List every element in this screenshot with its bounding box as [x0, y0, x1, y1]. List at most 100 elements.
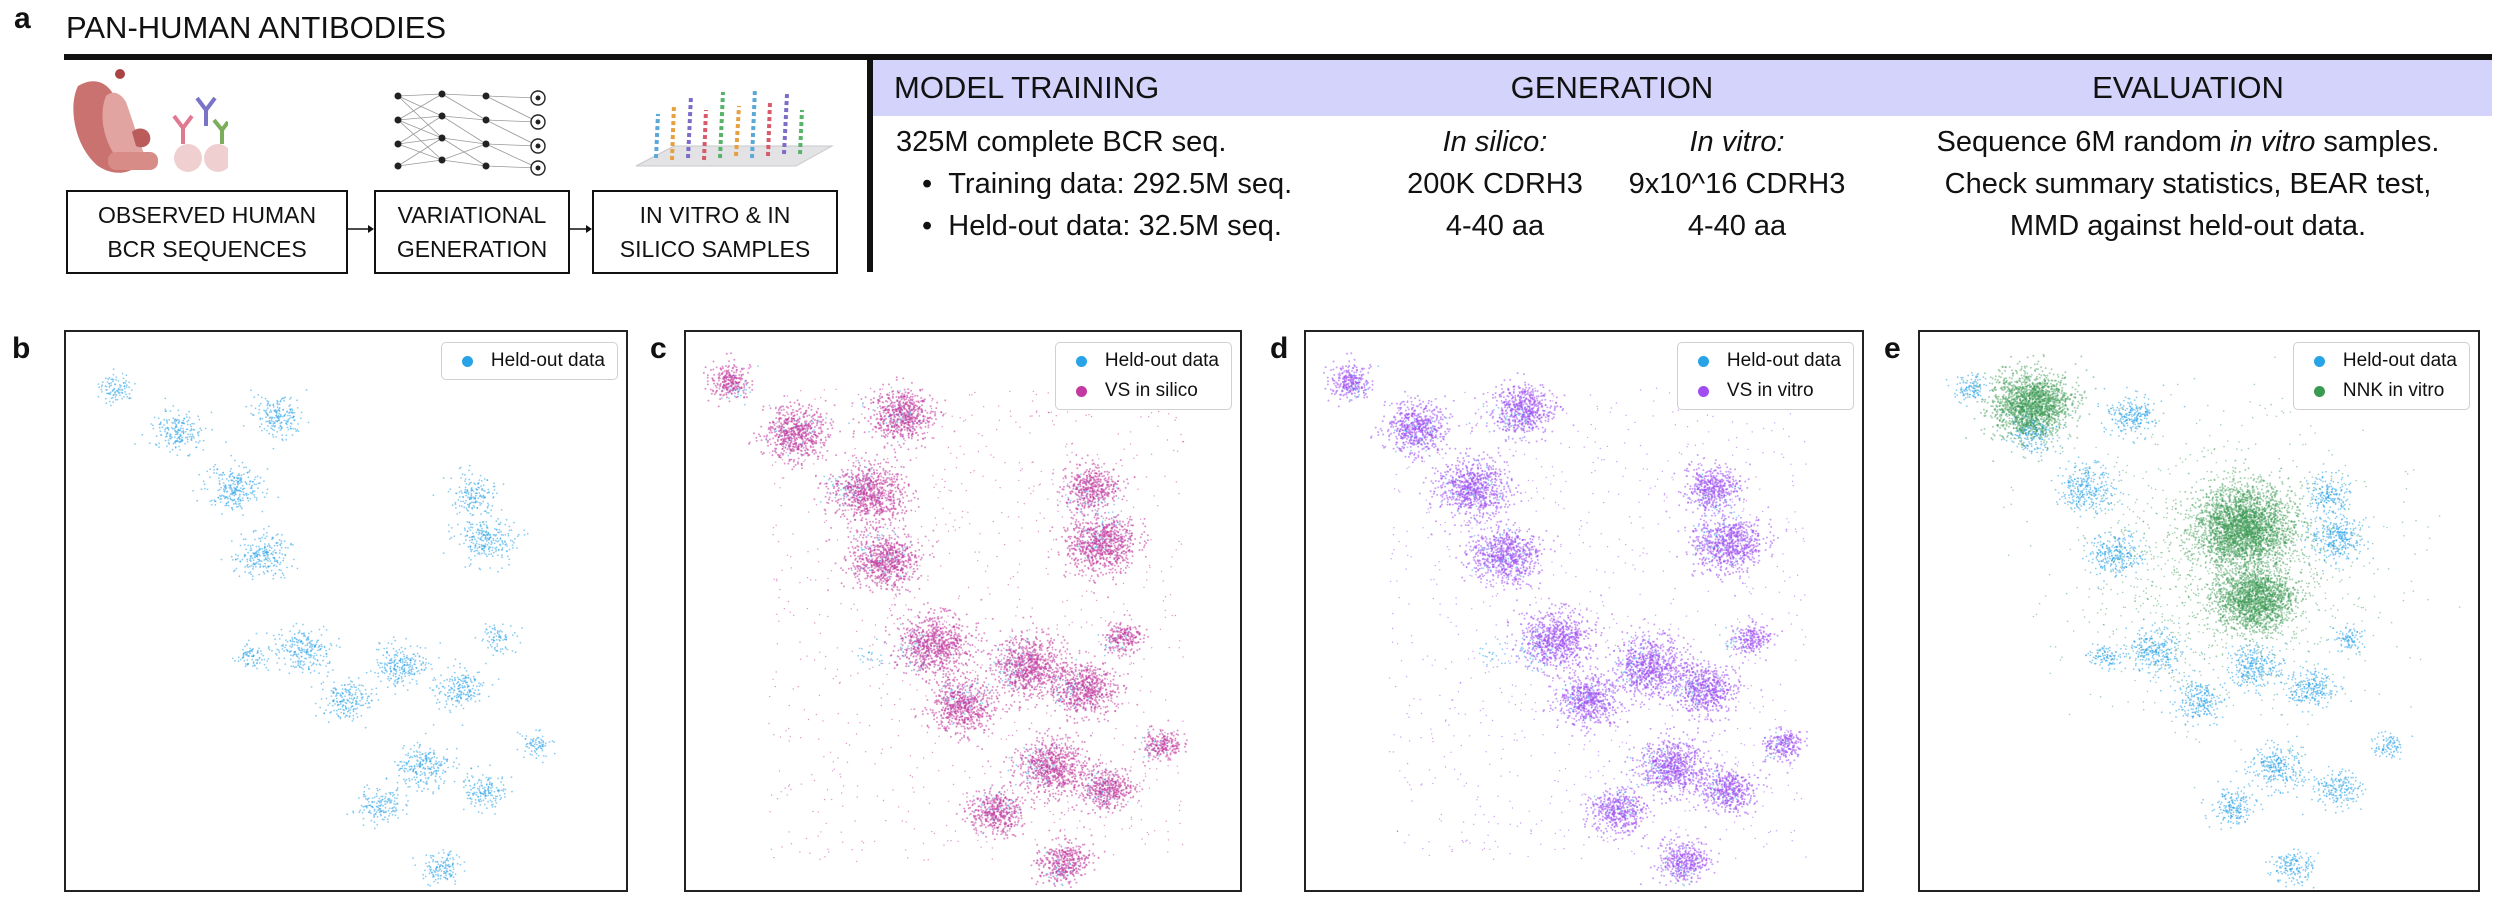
data-point	[446, 678, 448, 681]
data-point	[425, 754, 427, 756]
data-point	[353, 686, 356, 688]
data-point	[478, 682, 480, 684]
data-point	[418, 756, 421, 759]
data-point	[115, 376, 118, 378]
data-point	[470, 492, 473, 495]
data-point	[375, 648, 378, 651]
data-point	[820, 423, 823, 426]
data-point	[248, 483, 251, 486]
data-point	[417, 784, 420, 786]
data-point	[280, 644, 283, 647]
data-point	[469, 678, 472, 681]
data-point	[148, 442, 151, 445]
data-point	[432, 858, 435, 861]
data-point	[119, 386, 121, 388]
data-point	[278, 408, 280, 411]
data-point	[243, 473, 245, 476]
data-point	[521, 627, 523, 629]
evaluation-line-1: Sequence 6M random in vitro samples.	[1880, 126, 2496, 159]
data-point	[485, 662, 487, 665]
data-point	[786, 430, 789, 433]
data-point	[501, 789, 503, 792]
data-point	[857, 459, 859, 462]
data-point	[313, 652, 316, 655]
data-point	[468, 521, 471, 524]
data-point	[275, 413, 278, 415]
data-point	[868, 668, 871, 670]
data-point	[282, 645, 284, 648]
data-point	[493, 482, 495, 485]
data-point	[353, 683, 355, 686]
data-point	[274, 551, 277, 554]
data-point	[339, 708, 342, 710]
data-point	[825, 417, 827, 419]
data-point	[228, 495, 231, 497]
data-point	[529, 742, 531, 745]
data-point	[296, 567, 299, 570]
data-point	[459, 696, 462, 698]
data-point	[513, 631, 516, 634]
data-point	[412, 658, 415, 661]
data-point	[490, 543, 493, 546]
data-point	[477, 537, 480, 539]
data-point	[400, 760, 403, 763]
data-point	[484, 538, 487, 540]
data-point	[454, 873, 457, 875]
data-point	[411, 756, 414, 759]
data-point	[424, 869, 426, 872]
data-point	[919, 634, 921, 637]
data-point	[411, 673, 414, 675]
data-point	[868, 569, 871, 571]
data-point	[116, 398, 119, 401]
data-point	[531, 740, 534, 742]
data-point	[473, 695, 476, 698]
data-point	[234, 502, 237, 505]
data-point	[511, 790, 513, 793]
data-point	[524, 737, 527, 740]
data-point	[432, 792, 434, 795]
data-point	[735, 376, 738, 379]
data-point	[804, 428, 807, 431]
data-point	[323, 646, 326, 649]
data-point	[289, 630, 291, 632]
data-point	[256, 659, 259, 661]
data-point	[251, 557, 254, 560]
data-point	[171, 448, 174, 451]
data-point	[467, 693, 469, 696]
data-point	[797, 457, 800, 460]
data-point	[249, 647, 252, 650]
data-point	[278, 552, 281, 554]
data-point	[433, 756, 436, 758]
data-point	[261, 510, 264, 513]
header-generation: GENERATION	[1412, 70, 1812, 106]
data-point	[799, 449, 802, 452]
data-point	[268, 411, 271, 414]
data-point	[184, 442, 186, 445]
data-point	[490, 515, 492, 517]
data-point	[866, 487, 868, 489]
data-point	[781, 453, 784, 456]
data-point	[187, 419, 190, 422]
data-point	[804, 422, 807, 424]
data-point	[447, 859, 450, 862]
data-point	[239, 544, 242, 547]
data-point	[530, 744, 533, 747]
data-point	[270, 419, 273, 422]
data-point	[229, 473, 232, 476]
data-point	[430, 856, 433, 859]
data-point	[253, 396, 256, 398]
data-point	[861, 654, 864, 657]
data-point	[385, 777, 388, 780]
data-point	[445, 874, 447, 877]
data-point	[265, 420, 267, 423]
data-point	[485, 510, 487, 513]
data-point	[390, 810, 393, 813]
data-point	[472, 490, 475, 492]
data-point	[353, 697, 356, 699]
data-point	[721, 365, 724, 368]
data-point	[528, 747, 531, 749]
data-point	[314, 658, 316, 660]
data-point	[346, 698, 348, 701]
data-point	[489, 781, 491, 784]
data-point	[449, 538, 451, 540]
